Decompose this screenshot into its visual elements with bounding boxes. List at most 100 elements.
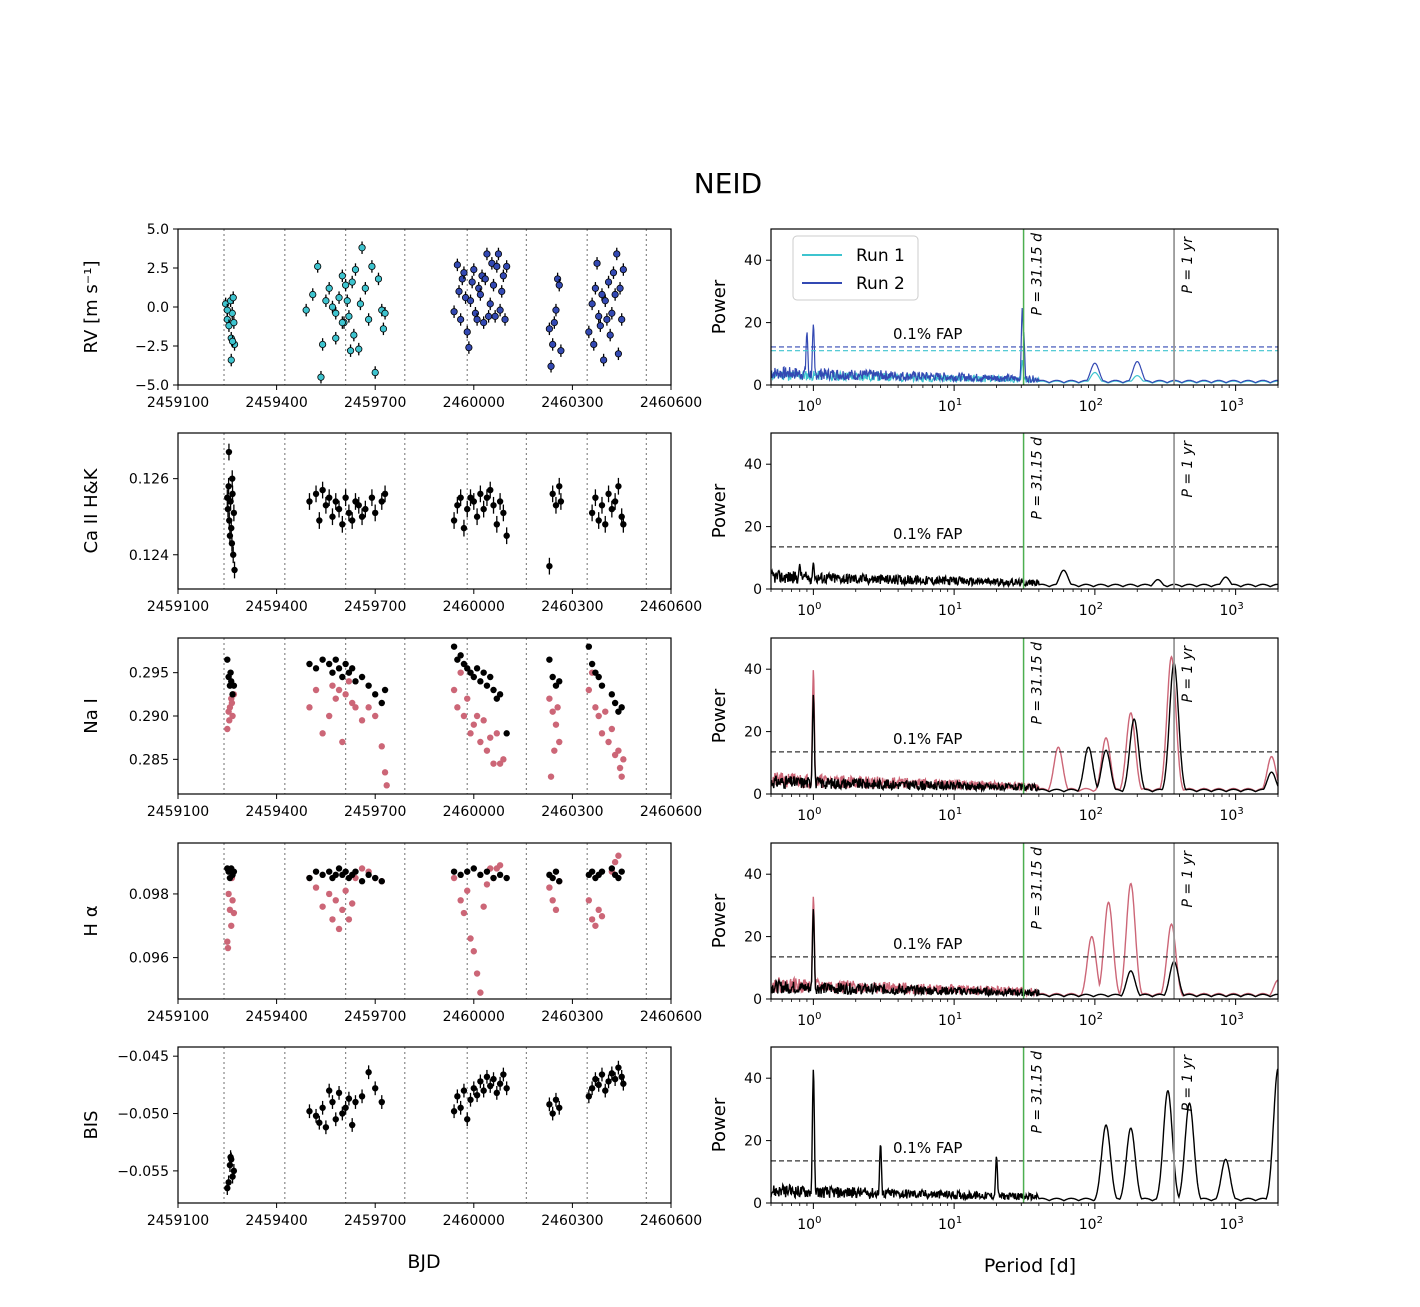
right-panel-4: 0.1% FAP P = 31.15 d P = 1 yr 0 20 40 Power 100… [709, 842, 1279, 1029]
data-point [557, 347, 565, 355]
data-point [454, 1093, 461, 1100]
period-marker-label: P = 31.15 d [1030, 233, 1046, 316]
y-tick-label: −0.050 [117, 1107, 169, 1123]
x-tick-label: 100 [797, 1215, 821, 1233]
data-point [338, 272, 346, 280]
data-point [477, 1078, 484, 1085]
data-point [487, 673, 494, 681]
data-point [450, 686, 458, 694]
y-axis-label: BIS [81, 1110, 102, 1139]
right-panel-3: 0.1% FAP P = 31.15 d P = 1 yr 0 20 40 Power 100… [709, 637, 1279, 824]
data-point [593, 259, 601, 267]
data-point [484, 312, 493, 320]
x-tick-label: 2459700 [344, 1009, 406, 1025]
data-point [335, 1089, 343, 1097]
data-point [499, 272, 507, 280]
y-axis-label: Na I [81, 698, 102, 734]
data-point [450, 308, 458, 316]
data-point [490, 1075, 497, 1083]
data-point [477, 871, 484, 879]
data-point [460, 660, 468, 668]
data-point [227, 1153, 234, 1161]
data-point [591, 284, 600, 292]
data-point [381, 490, 389, 498]
data-point [355, 345, 363, 353]
data-point [342, 281, 350, 289]
data-point [345, 916, 353, 923]
data-point [477, 490, 484, 498]
data-point [592, 1075, 599, 1083]
axes-frame [177, 228, 672, 386]
x-tick-label: 2460300 [541, 395, 603, 411]
period-marker-label: P = 31.15 d [1030, 437, 1046, 520]
data-point [547, 362, 555, 370]
data-point [342, 660, 349, 668]
data-point [552, 906, 560, 914]
data-point [595, 673, 602, 681]
data-point [500, 509, 507, 517]
data-point [470, 498, 477, 505]
data-point [226, 717, 233, 724]
legend: Run 1 Run 2 [792, 235, 919, 301]
data-point [342, 1104, 349, 1111]
data-point [487, 486, 494, 494]
data-point [493, 695, 501, 702]
data-point [549, 1110, 556, 1117]
data-point [229, 294, 237, 302]
x-tick-label: 102 [1079, 601, 1103, 619]
data-point [460, 1087, 468, 1094]
periodogram-line-run2 [770, 882, 1279, 998]
legend-label-run2: Run 2 [856, 274, 905, 294]
x-tick-label: 2459700 [344, 804, 406, 820]
data-point [473, 315, 481, 324]
data-point [339, 521, 346, 528]
data-point [554, 704, 561, 711]
y-tick-label: −0.055 [117, 1164, 169, 1180]
data-point [487, 734, 494, 741]
data-point [230, 509, 238, 517]
data-point [457, 315, 465, 324]
data-point [372, 874, 379, 882]
x-tick-label: 2459700 [344, 395, 406, 411]
x-tick-label: 2460600 [640, 395, 702, 411]
data-point [335, 686, 343, 694]
data-point [595, 517, 602, 524]
data-point [618, 315, 626, 324]
x-tick-label: 2459100 [147, 804, 209, 820]
data-point [329, 916, 336, 923]
data-point [477, 678, 484, 685]
periodogram-line [770, 1068, 1279, 1203]
data-point [361, 284, 369, 292]
data-point [464, 887, 471, 894]
data-point [230, 551, 237, 558]
data-point [480, 903, 487, 910]
data-point [358, 244, 366, 252]
data-point [496, 862, 504, 869]
y-tick-label: 20 [744, 1134, 762, 1150]
data-point [460, 909, 468, 917]
data-point [501, 315, 509, 324]
data-point [556, 738, 563, 746]
data-point [503, 262, 511, 271]
data-point [450, 1108, 458, 1115]
data-point [228, 337, 237, 345]
periodogram-line-run2 [770, 655, 1279, 793]
data-point [339, 673, 346, 681]
y-tick-label: 40 [744, 457, 762, 473]
data-point [585, 897, 593, 904]
data-point [615, 874, 622, 882]
data-point [483, 881, 491, 888]
data-point [481, 275, 489, 283]
data-point [598, 502, 606, 509]
data-point [378, 498, 385, 505]
data-point [325, 1087, 333, 1094]
data-point [608, 309, 616, 317]
x-tick-label: 2459100 [147, 1213, 209, 1229]
data-point [467, 1096, 474, 1103]
data-point [600, 356, 608, 364]
data-point [342, 691, 349, 698]
data-point [503, 874, 510, 882]
data-point [329, 682, 336, 689]
data-point [450, 517, 458, 524]
data-point [486, 300, 494, 308]
